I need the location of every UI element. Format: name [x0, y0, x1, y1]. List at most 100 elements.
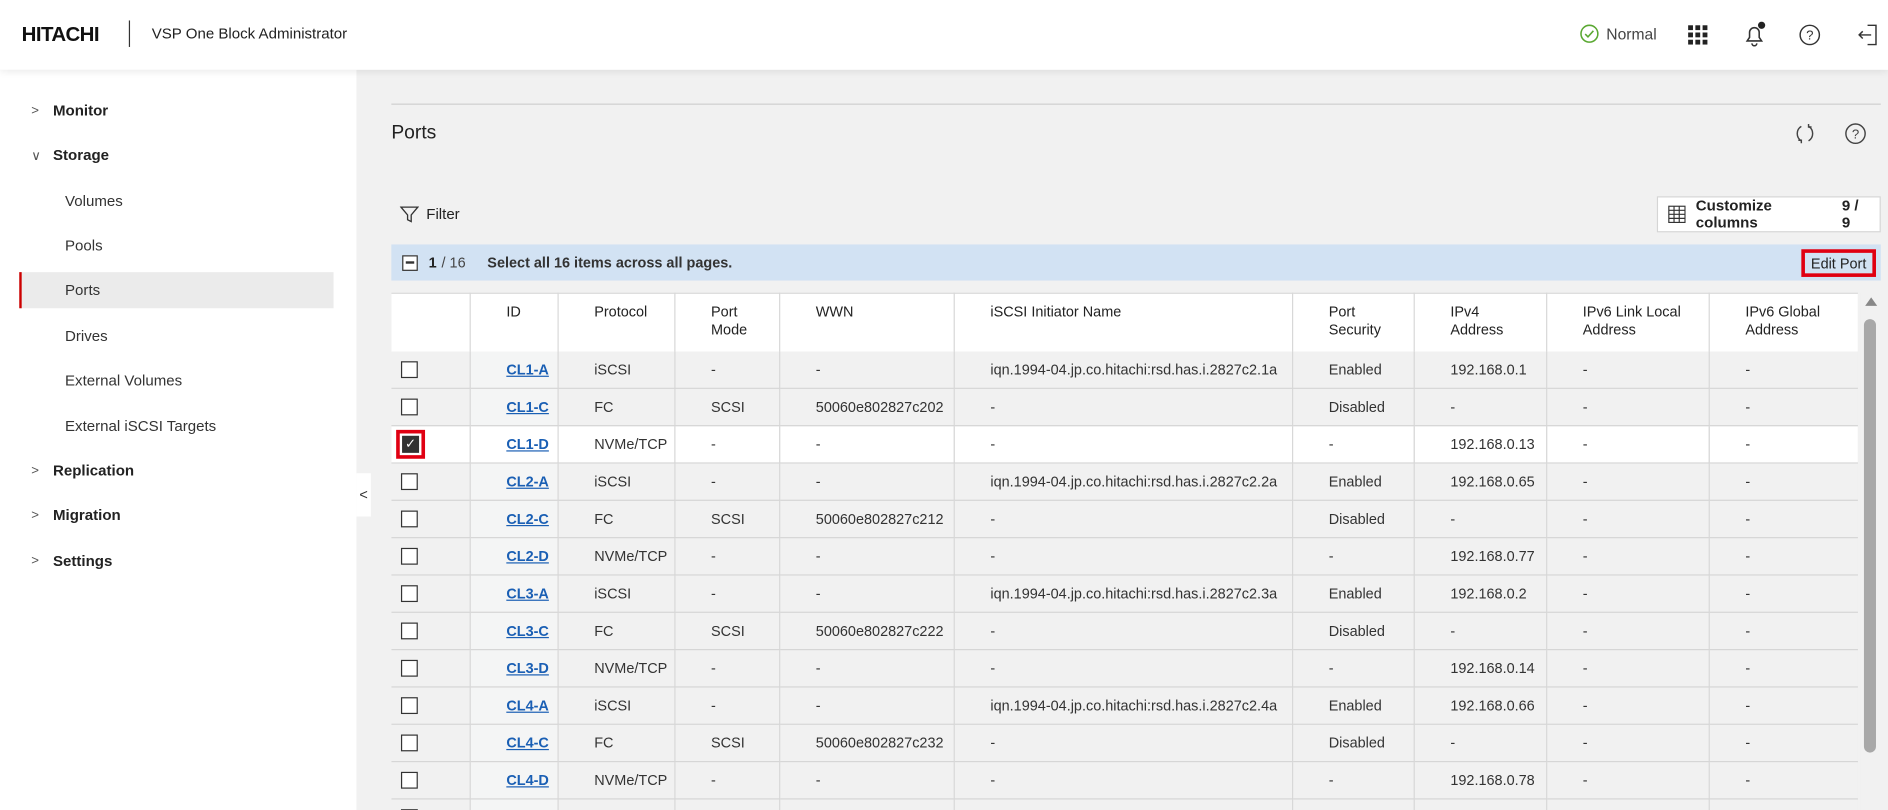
row-checkbox[interactable] [400, 511, 418, 528]
table-row[interactable]: CL3-D NVMe/TCP - - - -192.168.0.14- - [391, 649, 1858, 688]
customize-label: Customize columns [1695, 197, 1772, 232]
row-checkbox[interactable] [400, 548, 418, 566]
cell-ipv6-global-address: - [1708, 388, 1858, 427]
nav-migration[interactable]: > Migration [31, 497, 120, 533]
divider [391, 103, 1881, 105]
table-row[interactable]: CL3-A iSCSI - - iqn.1994-04.jp.co.hitachi:rs… [391, 574, 1858, 613]
column-header-port-security[interactable]: Port Security [1291, 292, 1415, 351]
row-checkbox[interactable] [400, 772, 418, 790]
row-checkbox[interactable] [400, 399, 418, 416]
cell-ipv6-link-local-address: - [1546, 574, 1710, 613]
system-status[interactable]: Normal [1580, 24, 1657, 43]
table-row[interactable]: CL2-C FC SCSI 50060e802827c212- Disabled - - - [391, 500, 1858, 539]
port-id-link[interactable]: CL4-D [506, 771, 549, 789]
cell-protocol: iSCSI [557, 350, 675, 389]
port-id-link[interactable]: CL4-A [506, 697, 549, 715]
row-checkbox[interactable]: ✓ [402, 436, 420, 454]
table-row[interactable]: CL4-C FC SCSI 50060e802827c232- Disabled - - - [391, 724, 1858, 763]
port-id-link[interactable]: CL3-A [506, 585, 549, 603]
row-checkbox[interactable] [400, 734, 418, 752]
hitachi-logo: HITACHI [21, 22, 100, 46]
column-header-iscsi-initiator-name[interactable]: iSCSI Initiator Name [953, 292, 1293, 351]
cell-iscsi-initiator-name: iqn.1994-04.jp.co.hitachi:rsd.has.i.2827… [953, 462, 1293, 501]
column-header-ipv6-global-address[interactable]: IPv6 Global Address [1708, 292, 1858, 351]
cell-id: CL2-A [469, 462, 559, 501]
collapse-sidebar-button[interactable]: < [356, 473, 371, 517]
cell-ipv4-address: - [1413, 798, 1547, 810]
nav-settings[interactable]: > Settings [31, 543, 112, 579]
column-header-id[interactable]: ID [469, 292, 559, 351]
column-header-protocol[interactable]: Protocol [557, 292, 675, 351]
row-checkbox-cell [391, 350, 471, 389]
port-id-link[interactable]: CL3-D [506, 659, 549, 677]
nav-pools[interactable]: Pools [65, 237, 103, 255]
port-id-link[interactable]: CL1-A [506, 360, 549, 378]
refresh-icon[interactable] [1792, 120, 1818, 146]
nav-monitor[interactable]: > Monitor [31, 93, 108, 129]
port-id-link[interactable]: CL2-C [506, 510, 549, 528]
nav-label: Storage [52, 146, 110, 164]
cell-protocol: NVMe/TCP [557, 761, 675, 800]
cell-wwn: - [779, 761, 955, 800]
port-id-link[interactable]: CL2-D [506, 547, 549, 565]
port-id-link[interactable]: CL1-C [506, 398, 549, 416]
bell-icon[interactable] [1741, 21, 1767, 48]
nav-storage[interactable]: ∨ Storage [31, 137, 109, 173]
cell-ipv6-link-local-address: - [1546, 724, 1710, 763]
row-checkbox[interactable] [400, 585, 418, 603]
page-help-icon[interactable]: ? [1842, 120, 1868, 146]
table-row[interactable]: CL4-A iSCSI - - iqn.1994-04.jp.co.hitachi:rs… [391, 686, 1858, 725]
select-all-link[interactable]: Select all 16 items across all pages. [487, 254, 733, 271]
row-checkbox[interactable] [400, 697, 418, 715]
table-row[interactable]: CL5-CFCSCSI50060e802827c242-Disabled--- [391, 798, 1858, 810]
cell-port-mode: - [674, 686, 780, 725]
column-header-port-mode[interactable]: Port Mode [674, 292, 780, 351]
row-checkbox[interactable] [400, 623, 418, 640]
table-row[interactable]: CL2-D NVMe/TCP - - - -192.168.0.77- - [391, 537, 1858, 576]
port-id-link[interactable]: CL3-C [506, 622, 549, 640]
port-id-link[interactable]: CL1-D [506, 435, 549, 453]
customize-columns-button[interactable]: Customize columns 9 / 9 [1656, 196, 1881, 233]
chevron-down-icon: ∨ [31, 148, 42, 164]
table-row[interactable]: CL4-D NVMe/TCP - - - -192.168.0.78- - [391, 761, 1858, 800]
nav-ports[interactable]: Ports [19, 272, 334, 309]
column-header-ipv6-link-local-address[interactable]: IPv6 Link Local Address [1546, 292, 1710, 351]
filter-button[interactable]: Filter [399, 205, 460, 224]
column-header-ipv4-address[interactable]: IPv4 Address [1413, 292, 1547, 351]
apps-grid-icon[interactable] [1685, 22, 1711, 48]
cell-ipv6-global-address: - [1708, 686, 1858, 725]
table-row[interactable]: CL2-A iSCSI - - iqn.1994-04.jp.co.hitachi:rs… [391, 462, 1858, 501]
chevron-right-icon: > [31, 553, 40, 569]
filter-icon [399, 206, 420, 223]
nav-replication[interactable]: > Replication [31, 453, 134, 489]
row-checkbox-cell [391, 500, 471, 539]
cell-port-security: - [1291, 425, 1415, 464]
row-checkbox[interactable] [400, 660, 418, 678]
cell-iscsi-initiator-name: - [953, 537, 1293, 576]
port-id-link[interactable]: CL4-C [506, 734, 549, 752]
cell-ipv6-global-address: - [1708, 649, 1858, 688]
cell-iscsi-initiator-name: - [953, 649, 1293, 688]
table-row[interactable]: ✓ CL1-D NVMe/TCP - - - -192.168.0.13- - [391, 425, 1858, 464]
logout-icon[interactable] [1854, 22, 1880, 48]
cell-id: CL1-A [469, 350, 559, 389]
scrollbar-thumb[interactable] [1863, 319, 1876, 753]
row-checkbox[interactable] [400, 361, 418, 379]
column-header-wwn[interactable]: WWN [779, 292, 955, 351]
deselect-all-checkbox[interactable] [402, 254, 418, 271]
logo-divider [128, 20, 131, 47]
table-row[interactable]: CL3-C FC SCSI 50060e802827c222- Disabled - - - [391, 612, 1858, 651]
nav-volumes[interactable]: Volumes [65, 192, 123, 210]
port-id-link[interactable]: CL2-A [506, 473, 549, 491]
nav-external-iscsi-targets[interactable]: External iSCSI Targets [65, 417, 217, 435]
nav-external-volumes[interactable]: External Volumes [65, 372, 183, 389]
edit-port-button[interactable]: Edit Port [1801, 249, 1876, 277]
scroll-up-arrow[interactable] [1865, 297, 1878, 306]
help-icon[interactable]: ? [1797, 22, 1823, 48]
cell-wwn: 50060e802827c232 [779, 724, 955, 763]
row-checkbox[interactable] [400, 473, 418, 491]
nav-drives[interactable]: Drives [65, 327, 108, 345]
table-scrollbar[interactable] [1860, 292, 1881, 810]
table-row[interactable]: CL1-C FC SCSI 50060e802827c202- Disabled - - - [391, 388, 1858, 427]
table-row[interactable]: CL1-A iSCSI - - iqn.1994-04.jp.co.hitachi:rs… [391, 350, 1858, 389]
